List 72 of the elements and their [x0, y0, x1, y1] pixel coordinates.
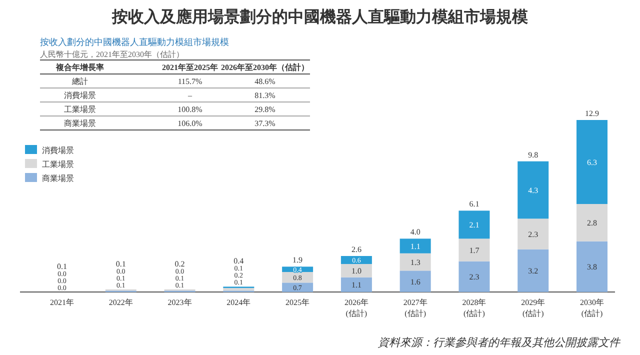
x-tick-label: 2025年	[286, 298, 310, 307]
text: 29.8%	[254, 105, 276, 114]
bar	[340, 277, 372, 292]
data-label: 3.8	[587, 262, 597, 272]
x-tick-label: 2024年	[226, 298, 251, 307]
chart-title: 按收入及應用場景劃分的中國機器人直驅動力模組市場規模	[111, 8, 528, 26]
legend-label: 消費場景	[42, 146, 74, 155]
text: 115.7%	[178, 77, 203, 86]
total-label: 12.9	[585, 109, 599, 118]
data-label: 1.6	[410, 277, 420, 286]
text: 48.6%	[254, 77, 276, 86]
bar	[518, 218, 549, 250]
bar	[340, 264, 372, 278]
annotation: 106.0%	[178, 119, 203, 128]
data-label: 2.8	[587, 218, 597, 228]
bar	[223, 288, 254, 291]
chart-subtitle: 按收入劃分的中國機器人直驅動力模組市場規模	[40, 37, 229, 47]
text: 100.8%	[178, 105, 203, 114]
bar	[518, 249, 549, 292]
data-label: 1.1	[351, 280, 362, 290]
legend-label: 商業場景	[42, 174, 74, 183]
total-label: 1.9	[292, 256, 303, 265]
text: 2021年至2025年	[162, 63, 218, 72]
data-label: 0.1	[116, 259, 126, 268]
bar	[576, 120, 608, 204]
text: 總計	[71, 77, 88, 86]
bar	[576, 241, 608, 292]
data-label: 2.1	[469, 220, 480, 230]
total-label: 0.2	[174, 259, 185, 268]
bar	[576, 204, 608, 242]
total-label: 6.1	[469, 200, 480, 209]
total-label: 4.0	[410, 228, 420, 237]
x-tick-label: 2026年 (估計)	[344, 298, 368, 318]
text: 複合年增長率	[55, 62, 104, 72]
x-tick-label: 2023年	[168, 298, 192, 307]
data-label: 2.3	[528, 230, 538, 239]
bar	[400, 253, 431, 271]
text: 消費場景	[64, 91, 96, 100]
source-note: 資料來源：行業參與者的年報及其他公開披露文件	[378, 336, 621, 349]
annotation: 商業場景	[64, 119, 96, 128]
text: –	[187, 91, 193, 100]
text: 人民幣十億元，2021年至2030年（估計）	[40, 50, 184, 59]
data-label: 1.0	[351, 266, 362, 276]
text: 2026年至2030年（估計）	[221, 63, 309, 72]
total-label: 0.4	[234, 256, 244, 266]
total-label: 0.1	[57, 262, 67, 271]
x-tick-label: 2027年 (估計)	[403, 298, 428, 318]
legend-label: 工業場景	[42, 160, 74, 169]
text: 工業場景	[64, 105, 96, 114]
annotation: 37.3%	[254, 119, 276, 128]
bar	[400, 238, 431, 254]
data-label: 2.3	[469, 272, 480, 282]
x-tick-label: 2029年 (估計)	[521, 298, 546, 318]
bar	[458, 238, 490, 262]
data-label: 1.3	[410, 258, 420, 267]
data-label: 1.7	[469, 246, 480, 255]
bar	[518, 161, 549, 219]
x-tick-label: 2028年 (估計)	[462, 298, 486, 318]
bar	[458, 261, 490, 292]
data-label: 3.2	[528, 266, 538, 276]
bar	[282, 282, 314, 292]
x-tick-label: 2022年	[108, 298, 133, 307]
text: 81.3%	[254, 91, 276, 100]
data-label: 4.3	[528, 186, 538, 195]
data-label: 1.1	[410, 242, 420, 251]
bar	[400, 270, 431, 292]
x-tick-label: 2030年 (估計)	[580, 298, 604, 318]
total-label: 9.8	[528, 150, 538, 160]
bar	[458, 210, 490, 239]
x-tick-label: 2021年	[50, 298, 74, 307]
data-label: 6.3	[587, 158, 597, 167]
total-label: 2.6	[351, 245, 362, 254]
